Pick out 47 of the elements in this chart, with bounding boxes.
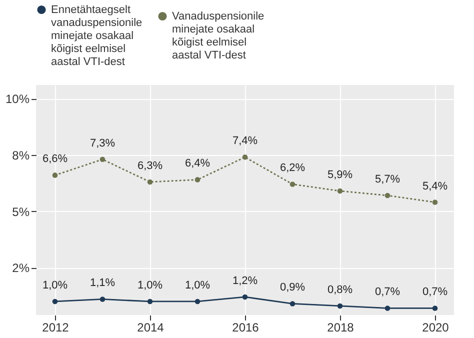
point xyxy=(52,172,58,178)
point xyxy=(384,306,390,311)
point xyxy=(147,298,153,304)
data-label: 7,4% xyxy=(232,135,258,148)
data-label: 6,4% xyxy=(184,158,210,170)
point xyxy=(242,154,248,160)
data-label: 0,7% xyxy=(422,286,448,298)
point xyxy=(290,182,296,187)
y-tick-label: 2% xyxy=(12,261,30,276)
data-label: 6,2% xyxy=(280,162,306,174)
data-label: 5,7% xyxy=(374,173,400,186)
point xyxy=(100,296,106,302)
point xyxy=(337,188,343,194)
data-label: 7,3% xyxy=(90,137,116,150)
legend-label: Vanaduspensionile minejate osakaal kõigist eelmisel aastal VTI-dest xyxy=(172,10,264,62)
point xyxy=(337,303,343,309)
legend-label: Ennetähtaegselt vanaduspensionile minejate osakaal kõigist eelmisel aastal VTI-dest xyxy=(51,4,142,68)
data-label: 0,8% xyxy=(327,284,353,296)
x-tick-label: 2012 xyxy=(42,320,70,334)
data-label: 1,0% xyxy=(184,279,210,292)
point xyxy=(432,200,438,205)
point xyxy=(290,301,296,306)
point xyxy=(52,298,58,304)
y-tick-label: 10% xyxy=(5,92,30,106)
point xyxy=(147,179,153,185)
x-tick-label: 2018 xyxy=(327,320,354,334)
data-label: 1,1% xyxy=(90,277,116,290)
x-tick-label: 2016 xyxy=(232,320,260,334)
data-label: 1,0% xyxy=(42,279,68,292)
data-label: 6,3% xyxy=(137,160,163,172)
point xyxy=(384,192,390,198)
data-label: 5,9% xyxy=(327,168,353,181)
point xyxy=(242,294,248,300)
point xyxy=(432,306,438,311)
data-label: 1,2% xyxy=(232,274,258,287)
point xyxy=(194,177,200,182)
point xyxy=(100,156,106,162)
x-tick-label: 2014 xyxy=(137,320,164,334)
data-label: 5,4% xyxy=(422,180,448,192)
x-tick-label: 2020 xyxy=(422,320,450,334)
data-label: 0,7% xyxy=(374,286,400,298)
data-label: 6,6% xyxy=(42,153,68,166)
data-label: 1,0% xyxy=(137,279,163,292)
data-label: 0,9% xyxy=(280,282,306,294)
y-tick-label: 5% xyxy=(12,204,30,219)
point xyxy=(194,298,200,304)
y-tick-label: 8% xyxy=(12,148,30,162)
